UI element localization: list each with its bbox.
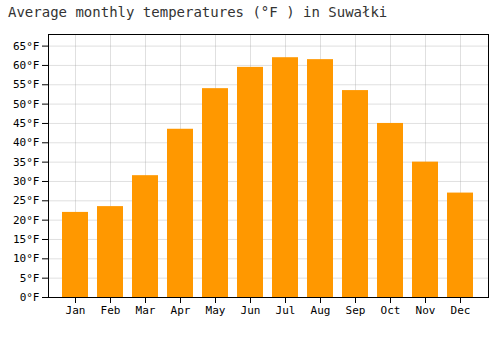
svg-text:Jul: Jul [276, 304, 296, 317]
svg-text:25°F: 25°F [13, 194, 40, 207]
svg-text:60°F: 60°F [13, 59, 40, 72]
html-text:Average monthly temperatures (: Average monthly temperatures (°F ) in Su… [8, 4, 388, 20]
svg-text:45°F: 45°F [13, 117, 40, 130]
svg-text:15°F: 15°F [13, 233, 40, 246]
svg-text:0°F: 0°F [20, 291, 40, 304]
svg-text:50°F: 50°F [13, 98, 40, 111]
svg-text:55°F: 55°F [13, 78, 40, 91]
svg-text:35°F: 35°F [13, 156, 40, 169]
svg-text:20°F: 20°F [13, 214, 40, 227]
svg-text:Jan: Jan [66, 304, 86, 317]
svg-text:Dec: Dec [451, 304, 471, 317]
svg-text:Jun: Jun [241, 304, 261, 317]
svg-text:Apr: Apr [171, 304, 191, 317]
svg-text:Aug: Aug [311, 304, 331, 317]
svg-text:Oct: Oct [381, 304, 401, 317]
svg-text:65°F: 65°F [13, 40, 40, 53]
svg-text:5°F: 5°F [20, 272, 40, 285]
svg-text:Mar: Mar [136, 304, 156, 317]
svg-text:30°F: 30°F [13, 175, 40, 188]
svg-text:May: May [206, 304, 226, 317]
svg-text:40°F: 40°F [13, 136, 40, 149]
svg-text:10°F: 10°F [13, 252, 40, 265]
svg-text:Nov: Nov [416, 304, 436, 317]
svg-text:Feb: Feb [101, 304, 121, 317]
svg-text:Sep: Sep [346, 304, 366, 317]
